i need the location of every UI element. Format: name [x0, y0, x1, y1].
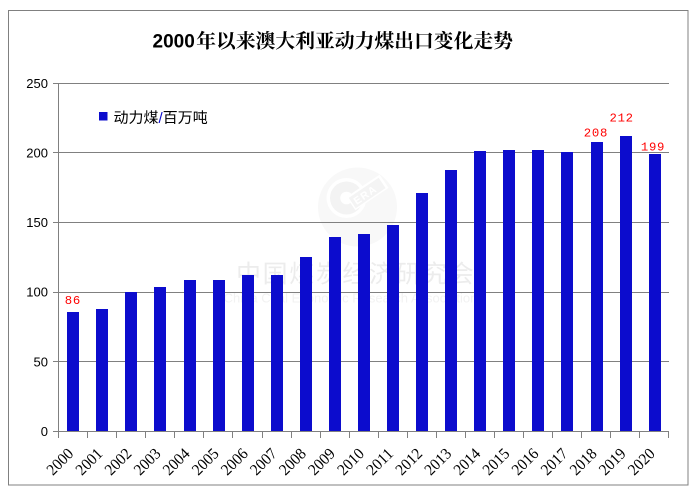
svg-text:0: 0: [41, 424, 48, 439]
svg-text:2000: 2000: [153, 32, 195, 53]
svg-text:250: 250: [26, 76, 48, 91]
svg-text:China Coal Economic Research A: China Coal Economic Research Association: [224, 291, 478, 306]
svg-text:/: /: [159, 110, 164, 127]
svg-text:199: 199: [641, 140, 665, 154]
svg-text:150: 150: [26, 215, 48, 230]
svg-text:100: 100: [26, 285, 48, 300]
svg-text:212: 212: [610, 112, 634, 126]
svg-text:86: 86: [65, 294, 81, 308]
svg-text:50: 50: [34, 354, 48, 369]
svg-text:208: 208: [584, 126, 608, 140]
svg-text:200: 200: [26, 146, 48, 161]
